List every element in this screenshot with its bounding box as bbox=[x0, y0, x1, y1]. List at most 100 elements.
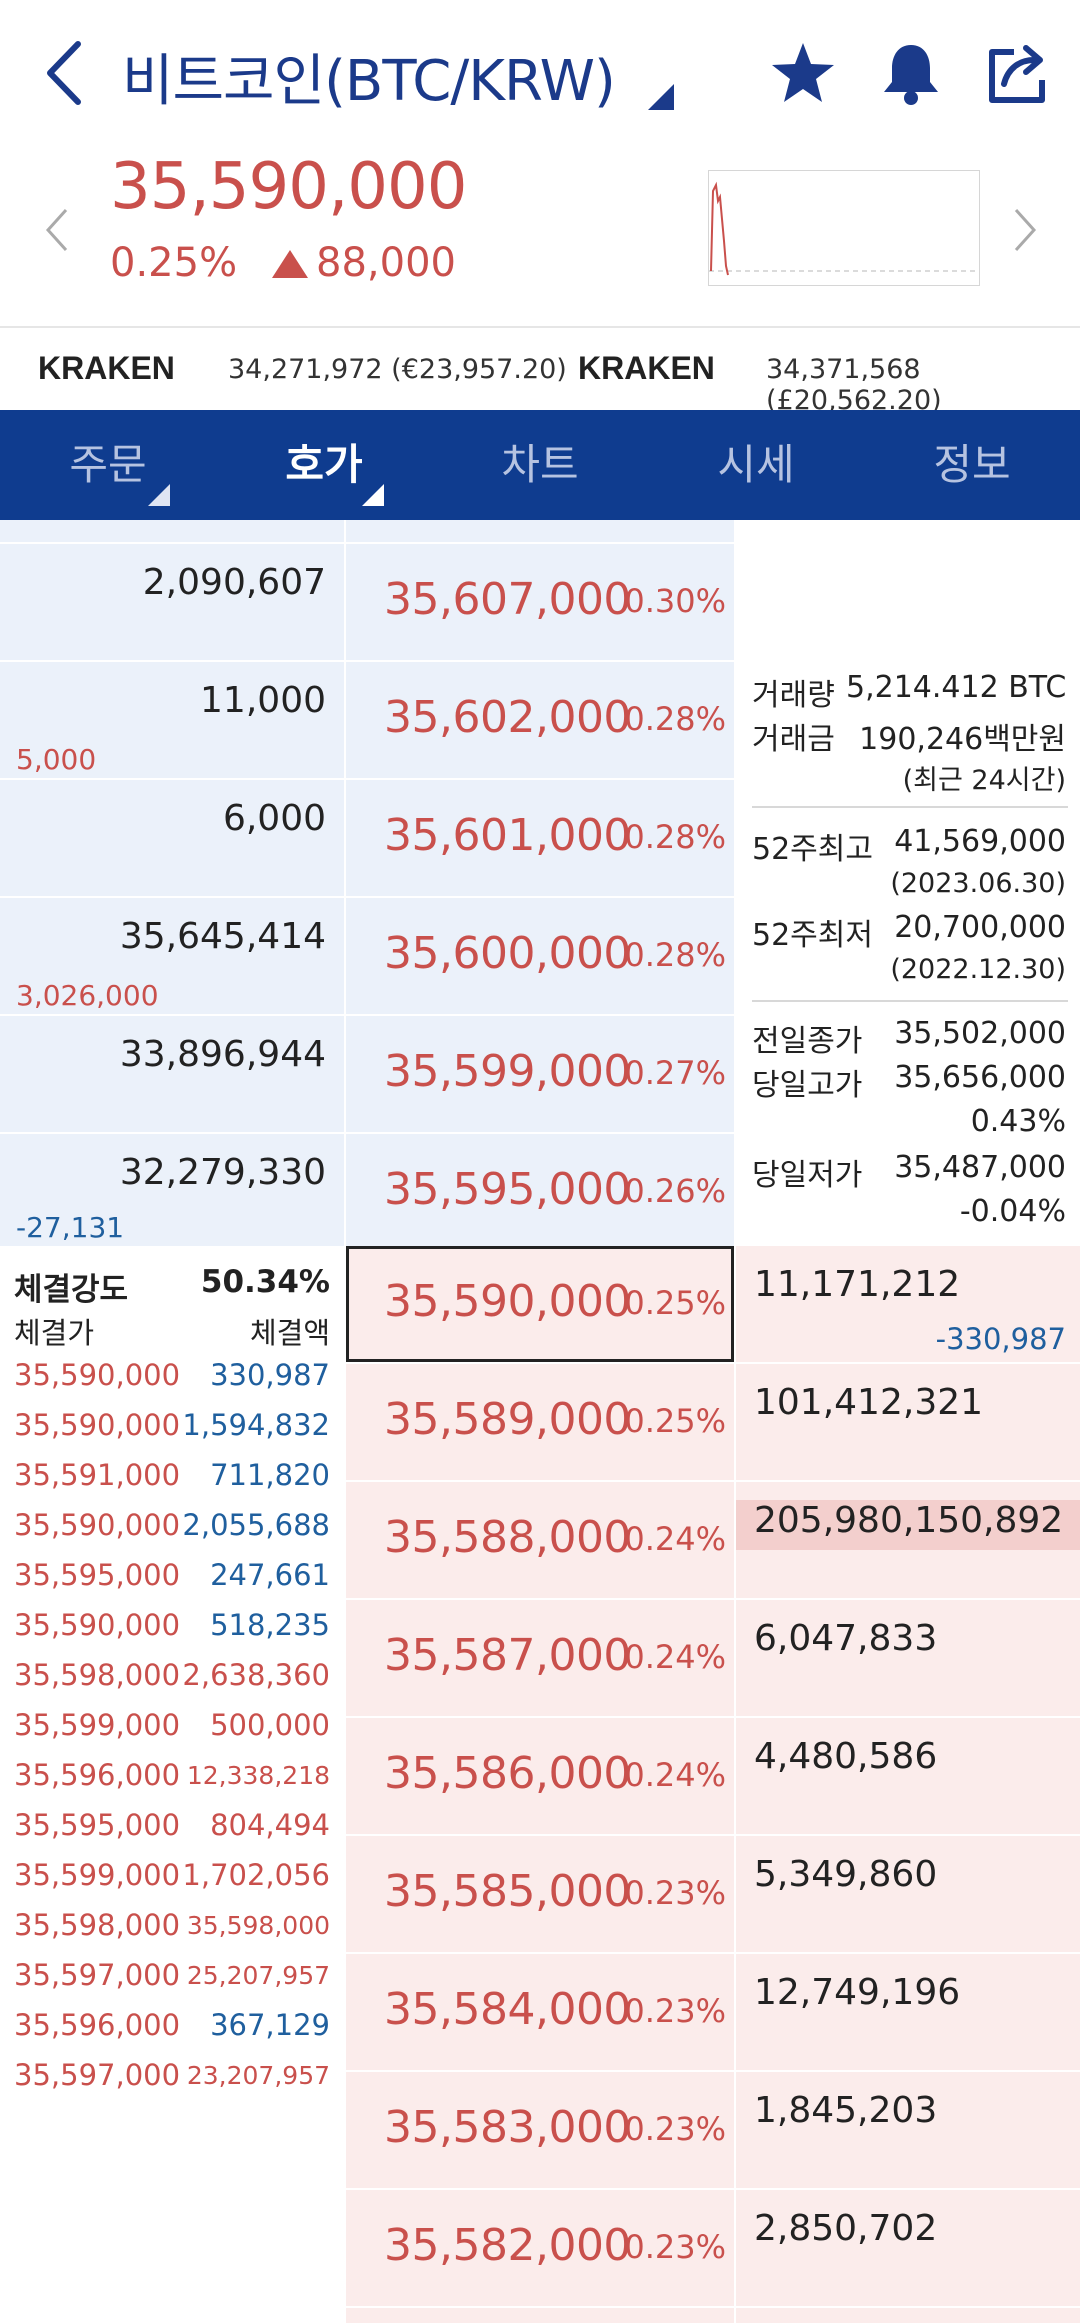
high52-date: (2023.06.30) bbox=[890, 868, 1066, 899]
tab-chart[interactable]: 차트 bbox=[432, 410, 648, 520]
recent-trades-panel[interactable]: 체결강도 50.34% 체결가 체결액 35,590,000 330,987 35,… bbox=[0, 1246, 344, 2323]
ask-quantity-change: 3,026,000 bbox=[16, 979, 159, 1012]
bid-quantity-cell[interactable]: 5,349,860 bbox=[736, 1836, 1080, 1952]
bid-quantity-cell[interactable]: 101,412,321 bbox=[736, 1364, 1080, 1480]
bid-quantity-cell[interactable]: 2,850,702 bbox=[736, 2190, 1080, 2306]
ask-quantity-change: 5,000 bbox=[16, 743, 97, 776]
up-arrow-icon bbox=[272, 250, 308, 278]
tab-label: 주문 bbox=[69, 440, 147, 489]
bid-price: 35,590,000 bbox=[384, 1276, 631, 1327]
ask-price-cell[interactable]: 35,599,000 0.27% bbox=[346, 1016, 734, 1132]
bid-price-cell[interactable]: 35,588,000 0.24% bbox=[346, 1482, 734, 1598]
trade-amount: 12,338,218 bbox=[186, 1761, 330, 1790]
ask-price-cell[interactable]: 35,601,000 0.28% bbox=[346, 780, 734, 896]
ask-price: 35,602,000 bbox=[384, 692, 631, 743]
tab-bar: 주문 호가 차트 시세 정보 bbox=[0, 410, 1080, 520]
ask-quantity-cell[interactable]: 32,279,330 -27,131 bbox=[0, 1134, 344, 1246]
bid-percent: 0.25% bbox=[624, 1402, 726, 1440]
trade-row: 35,599,000 1,702,056 bbox=[14, 1858, 330, 1908]
bid-quantity-cell[interactable]: 4,480,586 bbox=[736, 1718, 1080, 1834]
bid-price-cell[interactable]: 35,587,000 0.24% bbox=[346, 1600, 734, 1716]
ask-quantity-cell[interactable]: 35,645,414 3,026,000 bbox=[0, 898, 344, 1014]
tab-label: 차트 bbox=[501, 440, 579, 489]
bid-price-cell[interactable]: 35,585,000 0.23% bbox=[346, 1836, 734, 1952]
exchange-name: KRAKEN bbox=[38, 350, 175, 386]
trade-price: 35,590,000 bbox=[14, 1408, 181, 1442]
trade-amount: 804,494 bbox=[210, 1808, 330, 1842]
bid-row-clipped bbox=[346, 2308, 734, 2323]
bid-price: 35,589,000 bbox=[384, 1394, 631, 1445]
tab-market[interactable]: 시세 bbox=[648, 410, 864, 520]
tab-orderbook[interactable]: 호가 bbox=[216, 410, 432, 520]
bid-price-cell[interactable]: 35,584,000 0.23% bbox=[346, 1954, 734, 2070]
previous-coin-button[interactable] bbox=[42, 200, 72, 260]
dropdown-icon bbox=[148, 484, 170, 506]
page-title[interactable]: 비트코인(BTC/KRW) bbox=[122, 49, 616, 114]
ask-quantity-cell[interactable]: 11,000 5,000 bbox=[0, 662, 344, 778]
bid-quantity-cell[interactable]: 6,047,833 bbox=[736, 1600, 1080, 1716]
bid-percent: 0.23% bbox=[624, 2110, 726, 2148]
bid-percent: 0.23% bbox=[624, 1992, 726, 2030]
bid-percent: 0.25% bbox=[624, 1284, 726, 1322]
bid-quantity-cell[interactable]: 1,845,203 bbox=[736, 2072, 1080, 2188]
tab-order[interactable]: 주문 bbox=[0, 410, 216, 520]
trade-amount: 367,129 bbox=[210, 2008, 330, 2042]
ask-row-clipped bbox=[346, 520, 734, 542]
bid-quantity-cell[interactable]: 11,171,212 -330,987 bbox=[736, 1246, 1080, 1362]
amount-value: 190,246백만원 bbox=[859, 722, 1066, 757]
ask-quantity: 32,279,330 bbox=[119, 1152, 326, 1193]
title-dropdown-icon[interactable] bbox=[648, 84, 674, 110]
ask-price-cell[interactable]: 35,607,000 0.30% bbox=[346, 544, 734, 660]
ask-price: 35,595,000 bbox=[384, 1164, 631, 1215]
bid-price-cell[interactable]: 35,589,000 0.25% bbox=[346, 1364, 734, 1480]
ask-price-cell[interactable]: 35,595,000 0.26% bbox=[346, 1134, 734, 1246]
trade-price: 35,595,000 bbox=[14, 1558, 181, 1592]
tab-label: 호가 bbox=[285, 440, 363, 489]
bid-price-cell[interactable]: 35,582,000 0.23% bbox=[346, 2190, 734, 2306]
prev-close-label: 전일종가 bbox=[752, 1024, 863, 1059]
bid-quantity: 1,845,203 bbox=[754, 2090, 938, 2131]
ask-price-cell[interactable]: 35,600,000 0.28% bbox=[346, 898, 734, 1014]
low52-date: (2022.12.30) bbox=[890, 954, 1066, 985]
period-note: (최근 24시간) bbox=[902, 765, 1066, 796]
chevron-right-icon bbox=[1014, 208, 1037, 252]
bid-price: 35,588,000 bbox=[384, 1512, 631, 1563]
trade-row: 35,596,000 12,338,218 bbox=[14, 1758, 330, 1808]
star-icon bbox=[772, 43, 834, 102]
tab-label: 시세 bbox=[717, 440, 795, 489]
bid-price: 35,584,000 bbox=[384, 1984, 631, 2035]
trade-price: 35,590,000 bbox=[14, 1608, 181, 1642]
ask-quantity-cell[interactable]: 6,000 bbox=[0, 780, 344, 896]
bid-price-cell[interactable]: 35,586,000 0.24% bbox=[346, 1718, 734, 1834]
next-coin-button[interactable] bbox=[1010, 200, 1040, 260]
current-price-cell[interactable]: 35,590,000 0.25% bbox=[346, 1246, 734, 1362]
trade-amount: 25,207,957 bbox=[186, 1961, 330, 1990]
alert-button[interactable] bbox=[878, 40, 944, 106]
ask-percent: 0.26% bbox=[624, 1172, 726, 1210]
current-price: 35,590,000 bbox=[110, 150, 467, 224]
ask-percent: 0.28% bbox=[624, 818, 726, 856]
tab-info[interactable]: 정보 bbox=[864, 410, 1080, 520]
ask-quantity-cell[interactable]: 33,896,944 bbox=[0, 1016, 344, 1132]
bid-quantity: 12,749,196 bbox=[754, 1972, 961, 2013]
share-button[interactable] bbox=[986, 40, 1052, 106]
bid-percent: 0.24% bbox=[624, 1638, 726, 1676]
day-low-percent: -0.04% bbox=[959, 1194, 1066, 1229]
exchange-name: KRAKEN bbox=[578, 350, 715, 386]
bid-quantity-cell[interactable]: 205,980,150,892 bbox=[736, 1482, 1080, 1598]
ask-price-cell[interactable]: 35,602,000 0.28% bbox=[346, 662, 734, 778]
favorite-button[interactable] bbox=[770, 40, 836, 106]
bid-quantity-cell[interactable]: 12,749,196 bbox=[736, 1954, 1080, 2070]
trade-price: 35,590,000 bbox=[14, 1508, 181, 1542]
ask-quantity-cell[interactable]: 2,090,607 bbox=[0, 544, 344, 660]
trade-row: 35,598,000 35,598,000 bbox=[14, 1908, 330, 1958]
trade-row: 35,597,000 25,207,957 bbox=[14, 1958, 330, 2008]
trade-amount: 2,638,360 bbox=[182, 1658, 330, 1692]
mini-price-chart[interactable] bbox=[708, 170, 980, 286]
strength-label: 체결강도 bbox=[14, 1272, 129, 1308]
chevron-left-icon bbox=[45, 208, 68, 252]
trade-row: 35,590,000 1,594,832 bbox=[14, 1408, 330, 1458]
trade-amount: 23,207,957 bbox=[186, 2061, 330, 2090]
bid-price-cell[interactable]: 35,583,000 0.23% bbox=[346, 2072, 734, 2188]
back-button[interactable] bbox=[40, 38, 90, 108]
